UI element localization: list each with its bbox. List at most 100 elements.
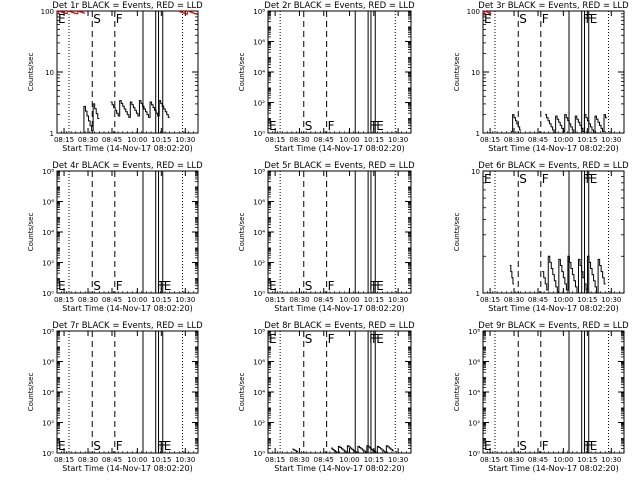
event-marker-label: S [519, 172, 527, 186]
y-tick-label: 10⁰ [253, 450, 265, 458]
y-tick-label: 10 [471, 69, 480, 77]
x-tick-label: 10:15 [577, 136, 597, 144]
x-tick-label: 08:15 [54, 456, 74, 464]
plot-frame [56, 170, 199, 294]
y-tick-label: 10⁸ [253, 8, 265, 16]
event-marker-label: E [269, 119, 277, 133]
series-black-trace [545, 114, 608, 134]
event-marker-label: F [369, 332, 376, 346]
x-axis-label: Start Time (14-Nov-17 08:02:20) [274, 144, 404, 153]
event-marker-label: F [328, 279, 335, 293]
event-marker-label: E [590, 12, 598, 26]
x-tick-label: 08:45 [102, 136, 122, 144]
event-marker-label: S [93, 12, 101, 26]
y-tick-label: 10⁰ [42, 290, 54, 298]
y-tick-label: 10⁶ [253, 359, 265, 367]
event-marker-label: F [369, 279, 376, 293]
y-tick-label: 10² [42, 420, 54, 428]
detector-panel-9: Det 9r BLACK = Events, RED = LLD Counts/s… [453, 321, 629, 473]
x-tick-label: 10:15 [151, 456, 171, 464]
y-tick-label: 10⁶ [253, 39, 265, 47]
y-tick-label: 1 [476, 290, 480, 298]
event-marker-label: F [583, 172, 590, 186]
panel-title: Det 3r BLACK = Events, RED = LLD [478, 1, 629, 11]
detector-panel-7: Det 7r BLACK = Events, RED = LLD Counts/s… [27, 321, 203, 473]
x-tick-label: 10:15 [364, 136, 384, 144]
event-marker-label: E [484, 12, 492, 26]
y-tick-label: 10² [468, 420, 480, 428]
x-tick-label: 10:15 [151, 136, 171, 144]
event-marker-label: F [116, 279, 123, 293]
y-tick-label: 10² [253, 420, 265, 428]
y-tick-label: 10⁸ [468, 328, 480, 336]
x-tick-label: 10:00 [553, 136, 573, 144]
y-tick-label: 10⁸ [42, 168, 54, 176]
event-marker-label: E [58, 279, 66, 293]
event-marker-label: F [116, 12, 123, 26]
x-tick-label: 10:00 [339, 296, 359, 304]
panel-title: Det 4r BLACK = Events, RED = LLD [52, 161, 203, 171]
detector-panel-8: Det 8r BLACK = Events, RED = LLD Counts/s… [238, 321, 415, 473]
event-marker-label: E [484, 439, 492, 453]
x-tick-label: 08:15 [54, 296, 74, 304]
plot-frame [56, 330, 199, 454]
detector-panel-4: Det 4r BLACK = Events, RED = LLD Counts/s… [27, 161, 203, 313]
x-tick-label: 10:15 [151, 296, 171, 304]
x-tick-label: 08:30 [289, 296, 309, 304]
series-black-trace [292, 448, 299, 452]
plot-frame [267, 10, 412, 134]
x-tick-label: 10:30 [601, 136, 621, 144]
y-tick-label: 10⁸ [253, 168, 265, 176]
x-axis-label: Start Time (14-Nov-17 08:02:20) [274, 464, 404, 473]
series-black-trace [110, 100, 170, 118]
x-tick-label: 08:45 [102, 296, 122, 304]
x-tick-label: 10:00 [339, 456, 359, 464]
x-tick-label: 10:00 [339, 136, 359, 144]
event-marker-label: E [376, 119, 384, 133]
panel-title: Det 2r BLACK = Events, RED = LLD [264, 1, 415, 11]
y-tick-label: 10⁴ [253, 229, 265, 237]
x-tick-label: 08:15 [54, 136, 74, 144]
event-marker-label: F [328, 332, 335, 346]
y-tick-label: 1 [50, 130, 54, 138]
y-tick-label: 100 [467, 8, 480, 16]
panel-title: Det 7r BLACK = Events, RED = LLD [52, 321, 203, 331]
x-tick-label: 08:45 [528, 456, 548, 464]
y-axis-label: Counts/sec [238, 373, 246, 412]
x-tick-label: 10:15 [577, 456, 597, 464]
plot-frame [267, 170, 412, 294]
x-tick-label: 08:15 [480, 456, 500, 464]
event-marker-label: F [328, 119, 335, 133]
panel-title: Det 9r BLACK = Events, RED = LLD [478, 321, 629, 331]
y-tick-label: 10⁴ [42, 389, 54, 397]
series-red-trace [57, 10, 86, 15]
event-marker-label: F [157, 439, 164, 453]
y-tick-label: 1 [476, 130, 480, 138]
event-marker-label: E [58, 12, 66, 26]
x-tick-label: 08:15 [265, 136, 285, 144]
event-marker-label: E [164, 439, 172, 453]
y-axis-label: Counts/sec [453, 373, 461, 412]
x-tick-label: 08:30 [78, 456, 98, 464]
series-red-trace [178, 10, 198, 15]
x-tick-label: 10:00 [553, 456, 573, 464]
x-tick-label: 08:45 [102, 456, 122, 464]
y-tick-label: 10⁶ [468, 359, 480, 367]
x-tick-label: 10:00 [553, 296, 573, 304]
event-marker-label: F [583, 439, 590, 453]
y-axis-label: Counts/sec [453, 53, 461, 92]
y-tick-label: 10² [42, 260, 54, 268]
x-tick-label: 08:30 [289, 136, 309, 144]
x-tick-label: 10:00 [127, 456, 147, 464]
y-tick-label: 10⁰ [253, 130, 265, 138]
y-tick-label: 10 [471, 168, 480, 176]
plot-frame [482, 330, 625, 454]
x-tick-label: 08:30 [504, 456, 524, 464]
event-marker-label: E [269, 279, 277, 293]
event-marker-label: F [116, 439, 123, 453]
x-tick-label: 08:45 [314, 296, 334, 304]
detector-panel-6: Det 6r BLACK = Events, RED = LLD Counts/s… [453, 161, 629, 313]
x-tick-label: 10:15 [364, 456, 384, 464]
event-marker-label: E [164, 279, 172, 293]
x-axis-label: Start Time (14-Nov-17 08:02:20) [274, 304, 404, 313]
